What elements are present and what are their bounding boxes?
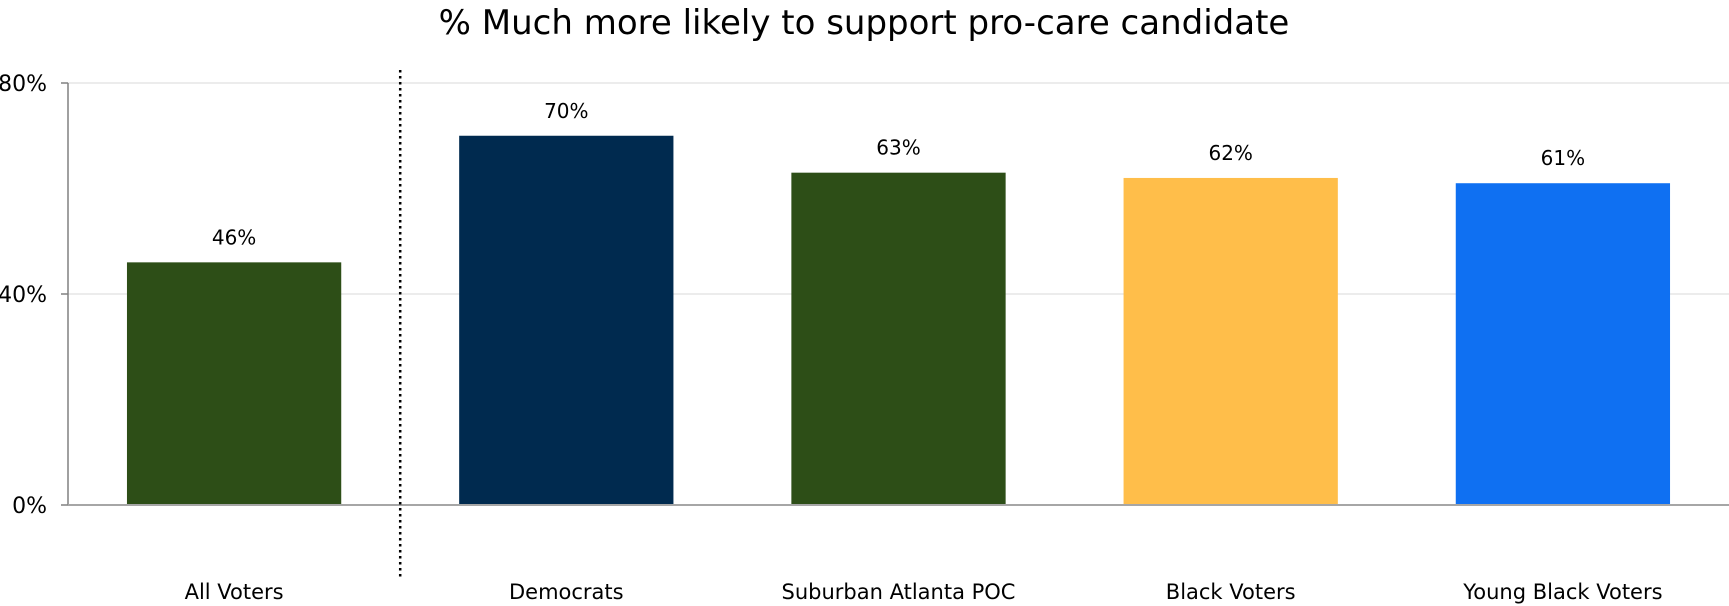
- bars: [126, 135, 1671, 506]
- chart-title: % Much more likely to support pro-care c…: [439, 3, 1290, 43]
- x-tick-label: Young Black Voters: [1462, 580, 1662, 604]
- y-axis-ticks: 0% 40% 80%: [0, 72, 47, 519]
- data-label: 63%: [876, 136, 920, 160]
- data-labels: 46% 70% 63% 62% 61%: [212, 99, 1585, 250]
- bar: [1123, 177, 1338, 505]
- x-axis-labels: All Voters Democrats Suburban Atlanta POC B…: [185, 580, 1663, 604]
- bar: [459, 135, 674, 505]
- axes: [61, 70, 1729, 580]
- y-tick-label: 40%: [0, 283, 47, 308]
- x-tick-label: Black Voters: [1166, 580, 1296, 604]
- data-label: 62%: [1208, 141, 1252, 165]
- y-tick-label: 0%: [12, 494, 47, 519]
- data-label: 61%: [1541, 146, 1585, 170]
- x-tick-label: Suburban Atlanta POC: [782, 580, 1016, 604]
- data-label: 46%: [212, 225, 256, 249]
- bar: [791, 172, 1006, 506]
- x-tick-label: Democrats: [509, 580, 624, 604]
- x-tick-label: All Voters: [185, 580, 284, 604]
- data-label: 70%: [544, 99, 588, 123]
- bar: [1455, 183, 1671, 505]
- y-tick-label: 80%: [0, 72, 47, 97]
- bar: [126, 262, 342, 505]
